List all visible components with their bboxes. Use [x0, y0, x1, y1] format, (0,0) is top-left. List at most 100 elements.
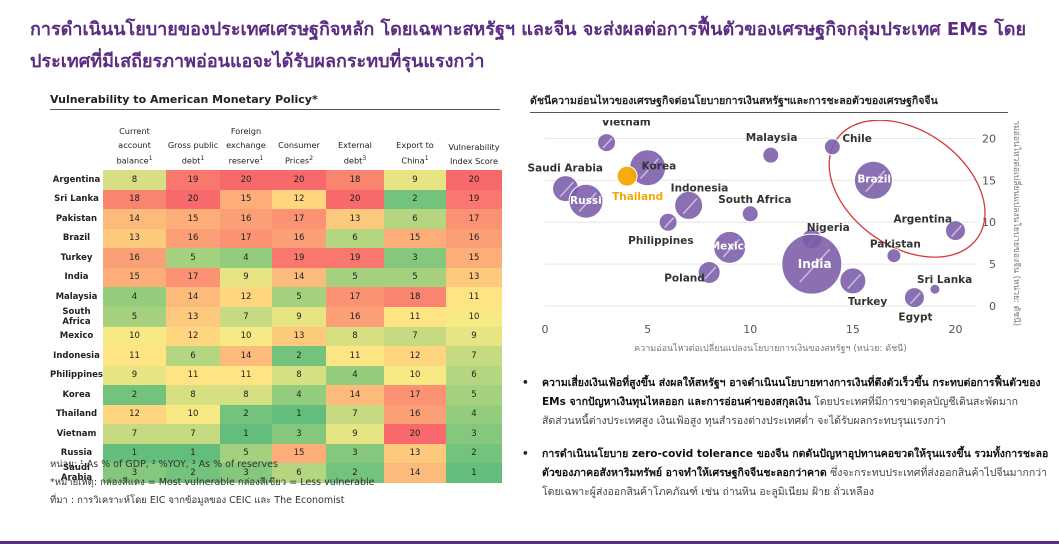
column-header-label: Gross public debt [167, 140, 219, 166]
y-tick-label: 5 [989, 258, 996, 271]
heatmap-cell: 8 [219, 385, 272, 405]
heatmap-cell: 5 [102, 306, 166, 327]
heatmap-cell: 17 [165, 267, 220, 287]
y-tick-label: 20 [982, 132, 996, 145]
heatmap-cell: 19 [445, 189, 502, 209]
bubble-label-vietnam: Vietnam [602, 120, 651, 129]
bubble-label-russia: Russia [570, 195, 609, 207]
bubble-label-korea: Korea [642, 161, 677, 173]
bullet-dot: • [522, 448, 529, 460]
heatmap-cell: 15 [102, 267, 166, 287]
bubble-philippines [658, 212, 678, 232]
bubble-label-sri-lanka: Sri Lanka [917, 274, 972, 286]
heatmap-row: Malaysia 4 14 12 5 17 18 11 [50, 287, 502, 307]
heatmap-cell: 13 [383, 443, 446, 463]
bubble-label-brazil: Brazil [857, 173, 891, 185]
bubble-label-indonesia: Indonesia [671, 182, 729, 194]
bubble-label-india: India [798, 257, 832, 271]
bubble-label-south-africa: South Africa [718, 194, 791, 206]
heatmap-column-header: Export to China1 [384, 118, 446, 170]
heatmap-row: South Africa 5 13 7 9 16 11 10 [50, 306, 502, 327]
heatmap-cell: 18 [383, 287, 446, 307]
heatmap-cell: 13 [271, 326, 326, 346]
legend-note: *หมายเหตุ: กล่องสีแดง = Most vulnerable … [50, 477, 375, 488]
bullet-1-text: โดยประเทศที่มีการขาดดุลบัญชีเดินสะพัดมาก… [542, 396, 1019, 427]
heatmap-cell: 20 [325, 189, 384, 209]
footnotes: หน่วย: ¹ As % of GDP, ² %YOY, ³ As % of … [50, 456, 374, 510]
bubble-egypt [903, 287, 925, 309]
heatmap-cell: 13 [102, 228, 166, 248]
heatmap-cell: 14 [219, 346, 272, 366]
heatmap-cell: 11 [383, 306, 446, 327]
heatmap-row: Argentina 8 19 20 20 18 9 20 [50, 170, 502, 190]
heatmap-cell: 9 [445, 326, 502, 346]
heatmap-cell: 19 [165, 170, 220, 190]
heatmap-cell: 7 [445, 346, 502, 366]
heatmap-cell: 2 [271, 346, 326, 366]
column-header-label: Vulnerability Index Score [448, 142, 500, 166]
heatmap-row: Turkey 16 5 4 19 19 3 15 [50, 248, 502, 268]
heatmap-cell: 13 [445, 267, 502, 287]
heatmap-cell: 12 [383, 346, 446, 366]
bubble-shine [865, 170, 886, 193]
heatmap-cell: 16 [383, 404, 446, 424]
heatmap-cell: 20 [383, 424, 446, 444]
column-header-footnote-mark: 1 [259, 155, 264, 163]
x-axis-title: ความอ่อนไหวต่อเปลี่ยนแปลงนโยบายการเงินขอ… [634, 341, 907, 354]
y-tick-label: 10 [982, 216, 996, 229]
heatmap-column-header: Current account balance1 [103, 118, 166, 170]
column-header-footnote-mark: 2 [309, 155, 314, 163]
x-tick-label: 20 [948, 323, 962, 336]
heatmap-cell: 20 [445, 170, 502, 190]
heatmap-cell: 11 [165, 365, 220, 385]
bottom-accent-bar [0, 541, 1059, 544]
heatmap-cell: 17 [325, 287, 384, 307]
heatmap-cell: 20 [271, 170, 326, 190]
heatmap-row-label: Russia [60, 448, 93, 459]
heatmap-cell: 4 [445, 404, 502, 424]
bubble-shine [722, 238, 740, 258]
heatmap-cell: 12 [271, 189, 326, 209]
bubble-russia [568, 183, 604, 219]
y-tick-label: 15 [982, 174, 996, 187]
heatmap-cell: 19 [325, 248, 384, 268]
bubble-poland [697, 260, 721, 284]
heatmap-cell: 20 [165, 189, 220, 209]
heatmap-cell: 6 [383, 209, 446, 229]
heatmap-row: Korea 2 8 8 4 14 17 5 [50, 385, 502, 405]
heatmap-cell: 9 [102, 365, 166, 385]
heatmap-row: Thailand 12 10 2 1 7 16 4 [50, 404, 502, 424]
heatmap-cell: 5 [445, 385, 502, 405]
heatmap-cell: 14 [102, 209, 166, 229]
bubble-vietnam [597, 133, 617, 153]
heatmap-row: Brazil 13 16 17 16 6 15 16 [50, 228, 502, 248]
heatmap-cell: 16 [165, 228, 220, 248]
heatmap-row-label: Brazil [62, 233, 91, 244]
heatmap-cell: 16 [325, 306, 384, 327]
heatmap-row-label: Malaysia [55, 291, 98, 302]
heatmap-cell: 3 [271, 424, 326, 444]
heatmap-row: Mexico 10 12 10 13 8 7 9 [50, 326, 502, 346]
heatmap-cell: 5 [271, 287, 326, 307]
bullet-2-bold: การดำเนินนโยบาย zero-covid tolerance ของ… [542, 448, 1049, 479]
heatmap-table-wrap: Current account balance1 Gross public deb… [50, 118, 502, 483]
heatmap-cell: 2 [102, 385, 166, 405]
heatmap-cell: 13 [165, 306, 220, 327]
heatmap-cell: 2 [325, 463, 384, 483]
y-tick-label: 0 [989, 300, 996, 313]
heatmap-cell: 15 [219, 189, 272, 209]
x-tick-label: 5 [644, 323, 651, 336]
heatmap-cell: 15 [445, 248, 502, 268]
bubble-brazil [853, 160, 893, 200]
heatmap-cell: 20 [219, 170, 272, 190]
heatmap-cell: 1 [445, 463, 502, 483]
bubble-shine [578, 192, 597, 212]
bubble-shine [682, 197, 698, 215]
bubble-label-philippines: Philippines [628, 235, 693, 247]
heatmap-row: India 15 17 9 14 5 5 13 [50, 267, 502, 287]
column-header-label: Foreign exchange reserve [226, 126, 266, 166]
bubble-chart-title: ดัชนีความอ่อนไหวของเศรษฐกิจต่อนโยบายการเ… [530, 92, 1008, 113]
heatmap-cell: 11 [102, 346, 166, 366]
bubble-thailand [616, 165, 638, 187]
heatmap-cell: 11 [445, 287, 502, 307]
